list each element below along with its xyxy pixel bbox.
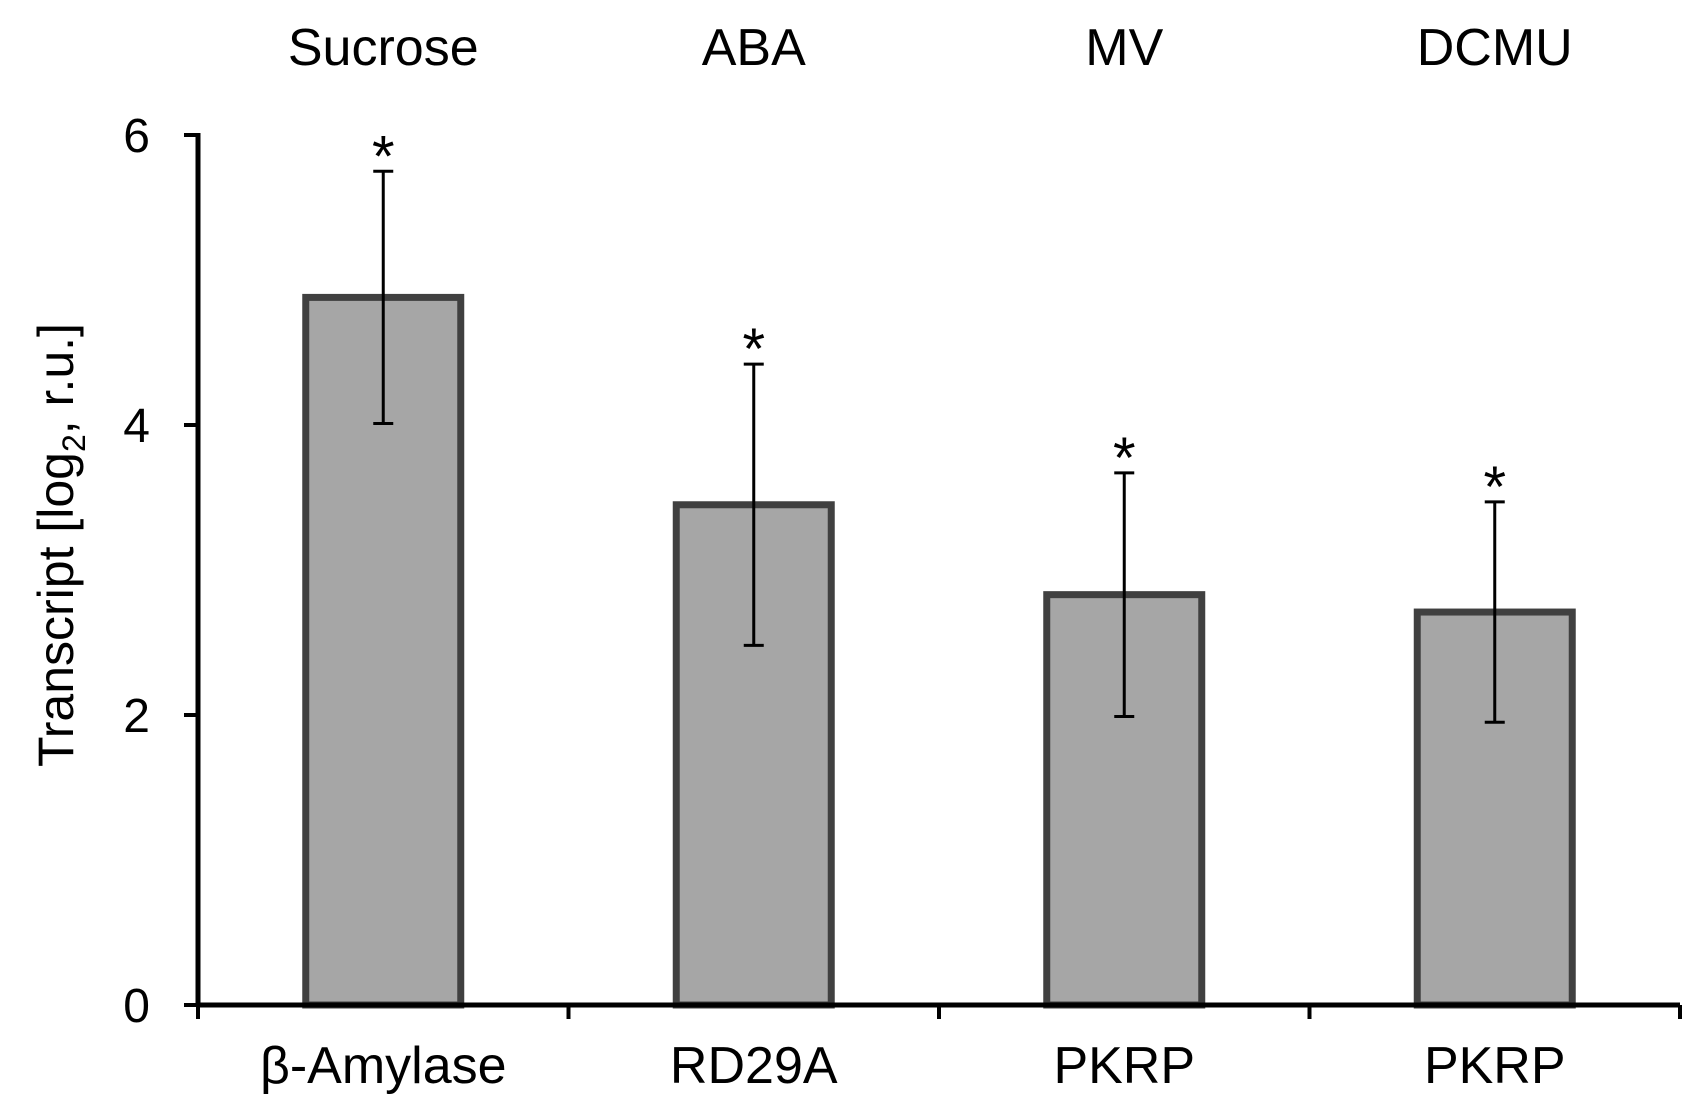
x-tick-label-2: RD29A	[670, 1037, 838, 1095]
bars-layer: * * * *	[302, 124, 1576, 1009]
x-tick-label-1: β-Amylase	[260, 1037, 507, 1095]
y-tick-label-1: 0	[123, 980, 150, 1033]
significance-marker-1: *	[372, 124, 395, 189]
y-axis-label: Transcript [log2, r.u.]	[28, 323, 92, 767]
y-tick-label-2: 2	[123, 690, 150, 743]
treatment-label-2: ABA	[702, 19, 806, 77]
y-tick-label-3: 4	[123, 400, 150, 453]
y-tick-label-4: 6	[123, 110, 150, 163]
significance-marker-2: *	[742, 317, 765, 382]
treatment-label-1: Sucrose	[288, 19, 479, 77]
axes-layer: Sucrose β-Amylase ABA RD29A MV PKRP DCMU PKRP 0 2…	[123, 19, 1682, 1095]
y-axis-label-subscript: 2	[56, 434, 92, 452]
x-tick-label-3: PKRP	[1053, 1037, 1195, 1095]
significance-marker-3: *	[1113, 426, 1136, 491]
treatment-label-3: MV	[1085, 19, 1163, 77]
x-tick-label-4: PKRP	[1424, 1037, 1566, 1095]
treatment-label-4: DCMU	[1417, 19, 1573, 77]
significance-marker-4: *	[1483, 455, 1506, 520]
